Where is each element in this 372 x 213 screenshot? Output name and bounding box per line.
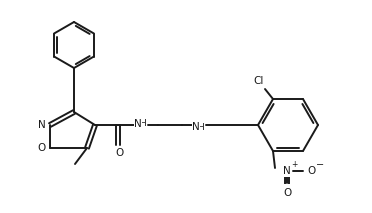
Text: N: N (283, 166, 291, 176)
Text: O: O (308, 166, 316, 176)
Text: H: H (140, 119, 146, 128)
Text: O: O (283, 188, 291, 198)
Text: Cl: Cl (254, 76, 264, 86)
Text: H: H (198, 122, 204, 131)
Text: +: + (291, 160, 297, 170)
Text: N: N (134, 119, 142, 129)
Text: −: − (316, 160, 324, 170)
Text: O: O (38, 143, 46, 153)
Text: O: O (116, 148, 124, 158)
Text: N: N (38, 120, 46, 130)
Text: N: N (192, 122, 200, 132)
